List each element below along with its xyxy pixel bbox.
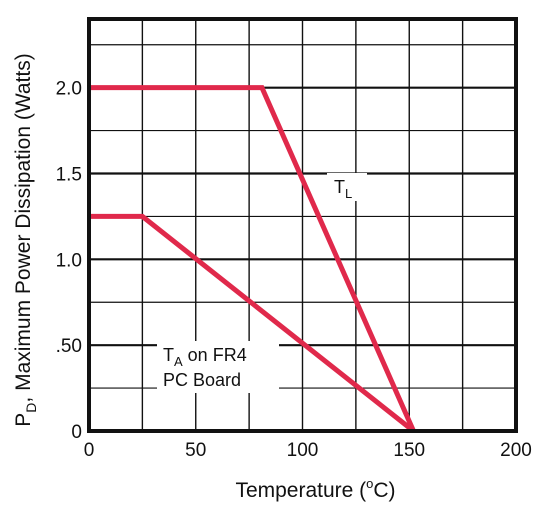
plot-frame xyxy=(87,17,518,433)
x-axis-title-sup: o xyxy=(366,476,373,491)
y-tick-labels: 0 .50 1.0 1.5 2.0 xyxy=(56,79,82,443)
x-axis-title-prefix: Temperature ( xyxy=(235,479,366,502)
y-tick-label: 1.0 xyxy=(56,250,82,271)
ta-annotation-sub: A xyxy=(174,354,183,369)
ta-annotation: TA on FR4 xyxy=(163,345,247,369)
y-axis-title-sub: D xyxy=(23,403,39,413)
x-tick-labels: 0 50 100 150 200 xyxy=(84,440,532,461)
x-tick-label: 150 xyxy=(393,440,425,461)
y-tick-label: 0 xyxy=(71,422,82,443)
ta-annotation-background xyxy=(157,341,279,393)
x-axis-title: Temperature (oC) xyxy=(235,476,395,502)
tl-annotation: TL xyxy=(334,177,352,201)
ta-annotation-line2: PC Board xyxy=(163,370,241,390)
x-tick-label: 50 xyxy=(185,440,206,461)
x-tick-label: 200 xyxy=(500,440,532,461)
ta-annotation-main: T xyxy=(163,345,174,365)
y-tick-label: 1.5 xyxy=(56,165,82,186)
series-lines xyxy=(89,85,416,433)
y-axis-title-main: P xyxy=(12,413,35,427)
x-axis-title-suffix: C) xyxy=(373,479,395,502)
tl-annotation-background xyxy=(327,173,367,201)
y-axis-title: PD, Maximum Power Dissipation (Watts) xyxy=(12,53,39,426)
y-tick-label: .50 xyxy=(56,336,82,357)
y-tick-label: 2.0 xyxy=(56,79,82,100)
x-tick-label: 100 xyxy=(287,440,319,461)
x-tick-label: 0 xyxy=(84,440,95,461)
tl-series-line xyxy=(89,85,416,433)
tl-annotation-sub: L xyxy=(345,186,352,201)
ta-series-line xyxy=(89,213,416,433)
y-axis-title-rest: , Maximum Power Dissipation (Watts) xyxy=(12,53,35,402)
tl-annotation-main: T xyxy=(334,177,345,197)
ta-annotation-rest: on FR4 xyxy=(183,345,247,365)
